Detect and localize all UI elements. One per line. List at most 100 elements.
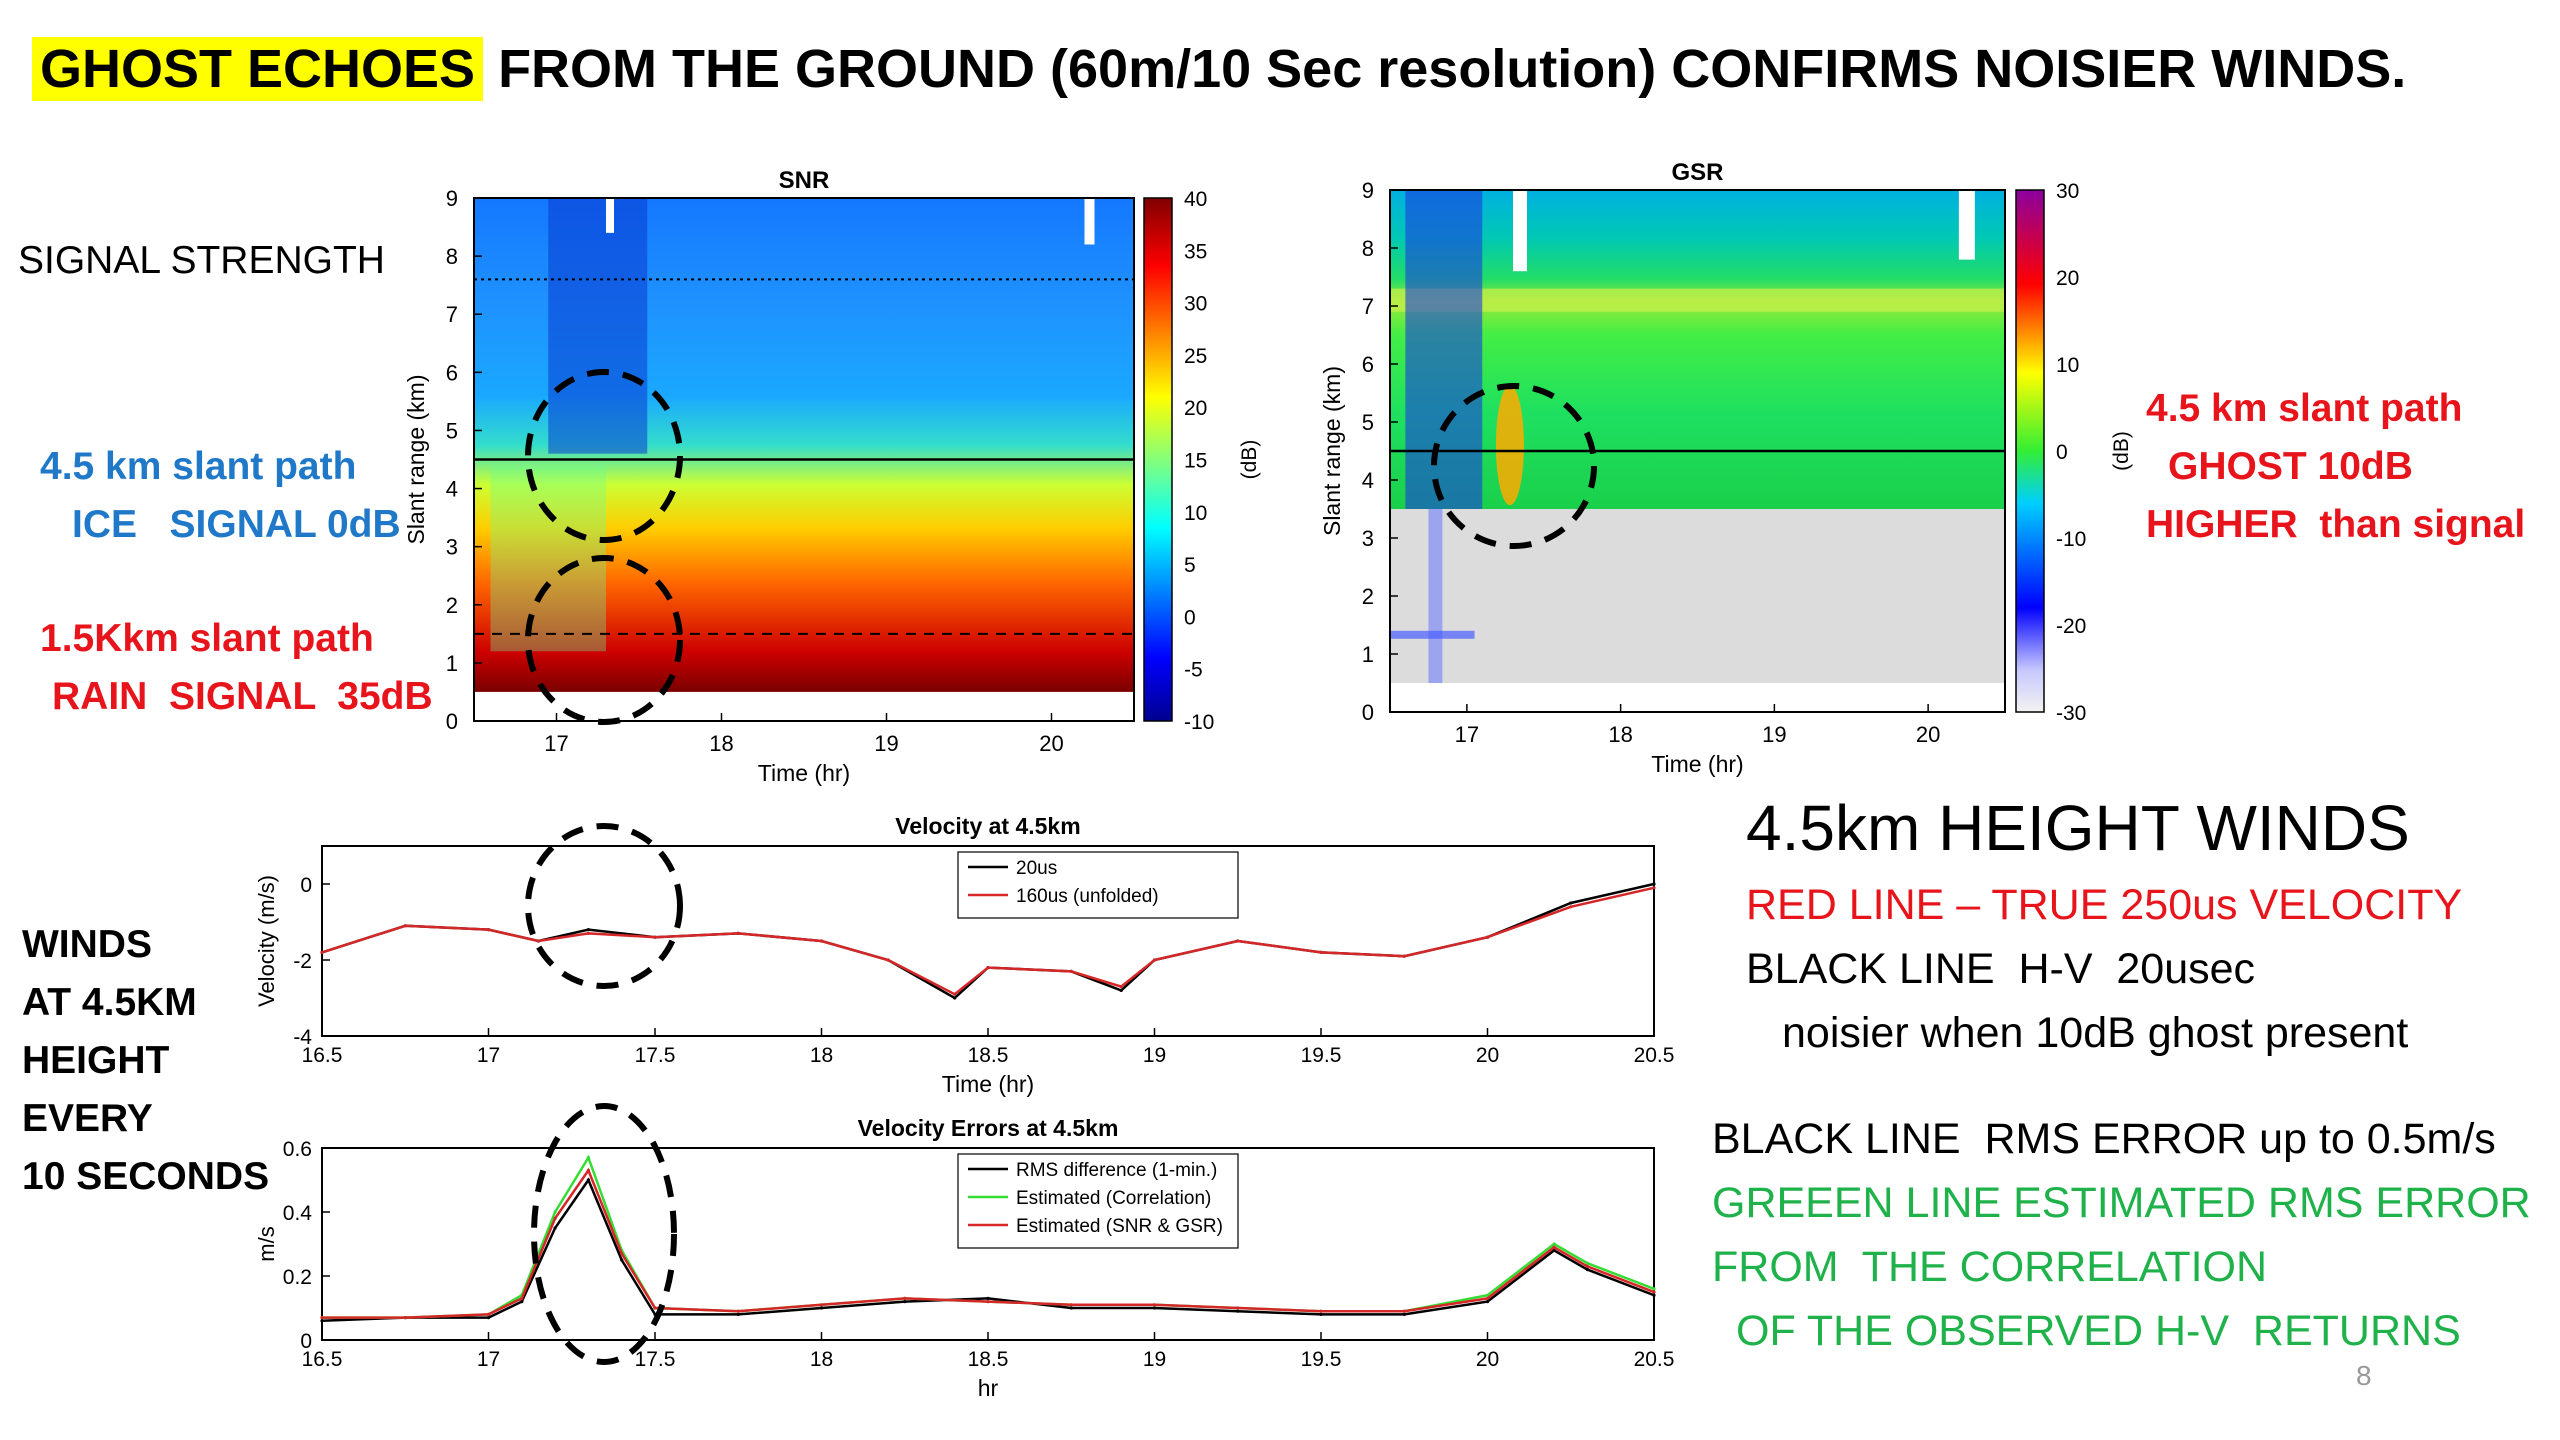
gsr-gap-2 [1958,190,1975,260]
dashed-circle-2 [1431,383,1597,549]
y-tick-label: 8 [446,244,458,269]
y-tick-label: 7 [446,302,458,327]
rain-label-line2: RAIN SIGNAL 35dB [52,675,433,718]
y-tick-label: 0 [300,1330,312,1353]
ghost-label-line1: 4.5 km slant path [2146,387,2463,430]
colorbar-tick-label: 25 [1184,345,1207,368]
colorbar-tick-label: -20 [2056,615,2086,638]
data-point [553,1210,557,1214]
winds-label-1: WINDS [22,923,152,966]
data-point [1152,958,1157,962]
x-axis-label: Time (hr) [1651,751,1743,777]
x-tick-label: 19 [1762,722,1786,747]
data-point [1319,950,1323,955]
dashed-circle-1 [525,555,683,725]
gsr-dark-band [1405,190,1483,509]
colorbar-label: (dB) [2110,431,2133,471]
x-tick-label: 16.5 [302,1044,343,1067]
data-point [1319,1312,1323,1316]
gsr-field [1390,190,2005,509]
data-point [620,1252,624,1256]
data-point [586,1178,591,1182]
data-point [536,939,541,943]
data-point [1236,1309,1240,1313]
colorbar-tick-label: -30 [2056,702,2086,725]
data-point [653,935,657,939]
chart-title: Velocity Errors at 4.5km [858,1115,1119,1141]
gsr-heatmap-chart: 17 18 19 20 0 1 2 3 4 5 6 7 8 9 GSR Time (hr) Slant rang… [1319,159,2133,777]
data-point [586,931,591,936]
green-note-2: FROM THE CORRELATION [1712,1243,2268,1291]
x-tick-label: 19.5 [1301,1348,1342,1371]
snr-gap-2 [1084,198,1095,245]
colorbar-tick-label: 20 [1184,397,1207,420]
red-line-note: RED LINE – TRUE 250us VELOCITY [1746,881,2463,929]
y-tick-label: 9 [446,186,458,211]
data-point [1119,985,1123,989]
gsr-blue-trace [1390,630,1475,639]
x-tick-label: 19 [874,731,898,756]
data-point [520,1300,524,1304]
y-tick-label: 8 [1362,236,1374,261]
x-tick-label: 18 [810,1348,833,1371]
data-point [553,1226,557,1230]
data-point [653,1306,657,1310]
x-tick-label: 18 [1608,722,1632,747]
data-point [586,1156,591,1160]
x-tick-label: 17 [1455,722,1479,747]
data-point [819,1303,824,1307]
snr-low-band [490,465,606,652]
data-point [1069,969,1073,974]
data-point [1652,1287,1656,1291]
y-tick-label: 3 [1362,526,1374,551]
y-tick-label: 1 [446,651,458,676]
signal-strength-label: SIGNAL STRENGTH [18,239,385,282]
rain-label-line1: 1.5Kkm slant path [40,617,374,660]
y-tick-label: 1 [1362,642,1374,667]
data-point [986,1296,990,1300]
x-tick-label: 16.5 [302,1348,343,1371]
x-tick-label: 18 [810,1044,833,1067]
data-point [1552,1248,1556,1252]
data-point [520,1296,524,1300]
colorbar-tick-label: 30 [1184,293,1207,316]
data-point [586,1168,591,1172]
title-rest: FROM THE GROUND (60m/10 Sec resolution) … [483,39,2407,99]
y-tick-label: 0 [300,874,312,897]
colorbar-tick-label: 40 [1184,188,1207,211]
data-point [1652,1290,1656,1294]
x-axis-label: Time (hr) [758,760,850,786]
x-tick-label: 17.5 [635,1044,676,1067]
plot-frame [473,197,1135,722]
y-axis-label: Slant range (km) [403,374,429,544]
x-axis-label: hr [978,1375,999,1401]
y-tick-label: 7 [1362,294,1374,319]
data-point [320,1319,324,1323]
data-point [1652,882,1656,886]
colorbar-tick-label: 35 [1184,240,1207,263]
gsr-ghost-echo [1495,385,1524,506]
colorbar-tick-label: 30 [2056,180,2079,203]
data-point [1485,1300,1490,1304]
data-point [903,1300,907,1304]
green-note-1: GREEEN LINE ESTIMATED RMS ERROR [1712,1179,2531,1227]
data-point [819,939,824,943]
colorbar-tick-label: 20 [2056,267,2079,290]
data-point [1569,905,1573,909]
gsr-blue-streak [1428,509,1443,683]
data-point [1119,988,1123,993]
data-point [403,924,407,928]
dashed-circle-0 [525,369,683,543]
data-point [1236,939,1240,943]
colorbar-tick-label: 10 [1184,502,1207,525]
chart-title: Velocity at 4.5km [895,813,1080,839]
x-tick-label: 17 [544,731,568,756]
noisier-note: noisier when 10dB ghost present [1782,1009,2409,1057]
x-tick-label: 19.5 [1301,1044,1342,1067]
data-point [1152,1306,1157,1310]
data-point [953,996,957,1000]
y-tick-label: -2 [293,950,312,973]
data-point [486,928,491,932]
winds-label-2: AT 4.5KM [22,981,197,1024]
x-tick-label: 17.5 [635,1348,676,1371]
